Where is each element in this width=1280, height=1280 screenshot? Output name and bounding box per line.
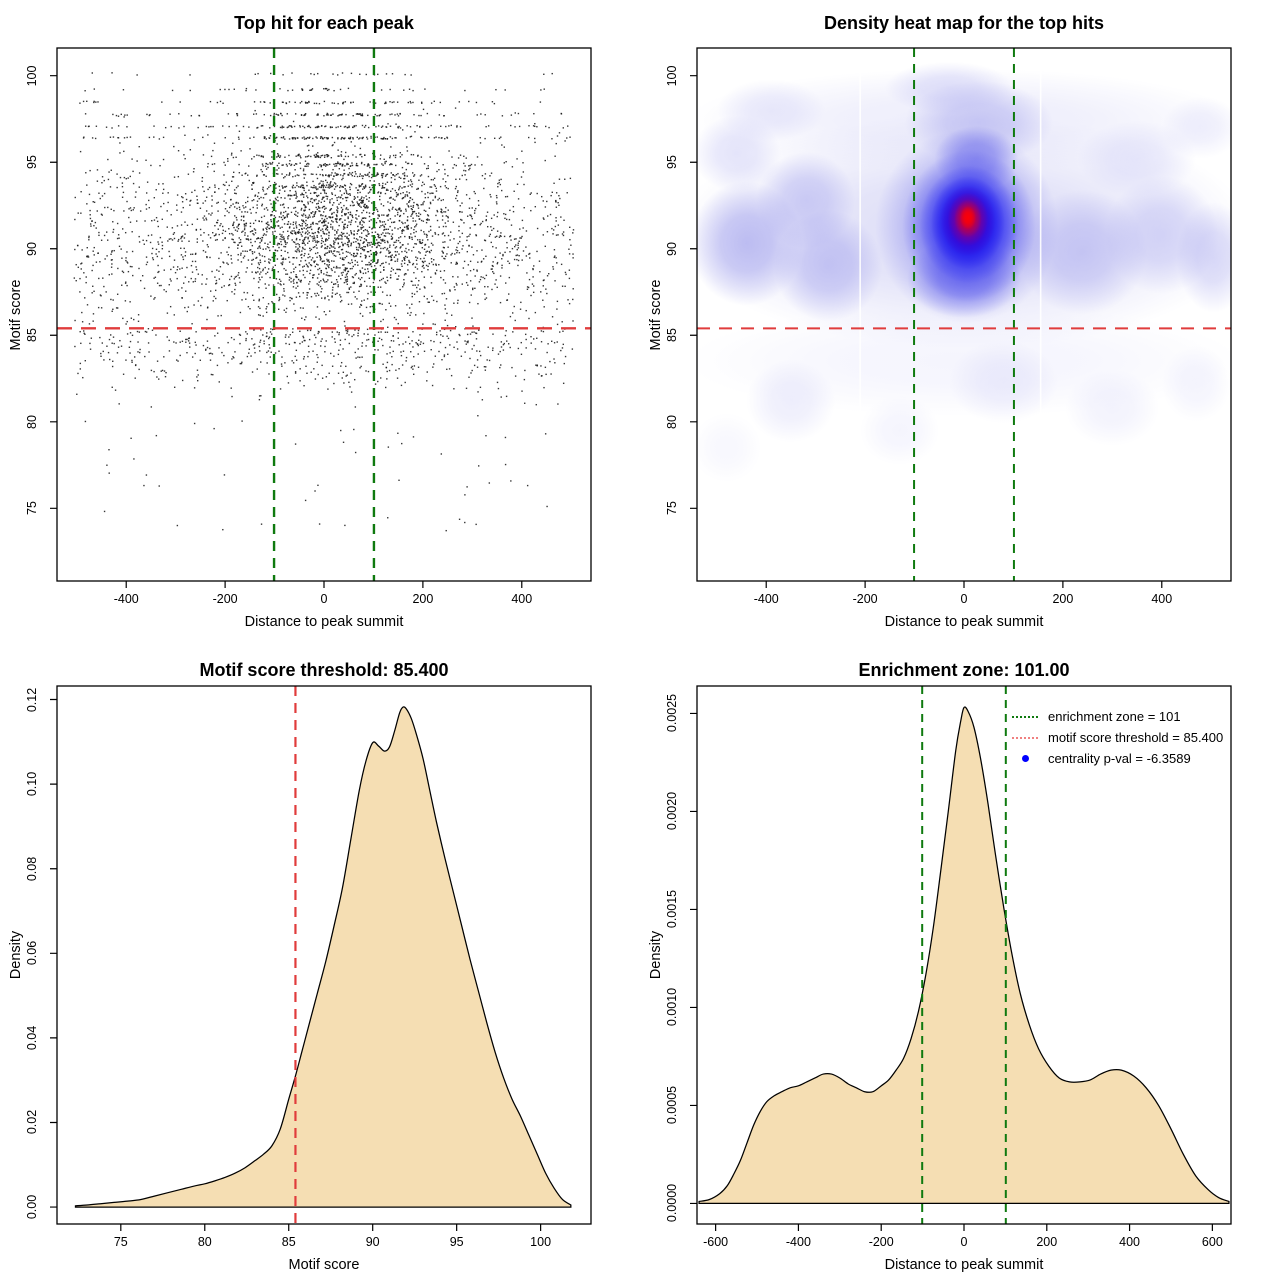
panel-density-heatmap: Density heat map for the top hits Distan…: [640, 0, 1280, 640]
x-tick-label: 200: [1052, 592, 1074, 606]
x-tick-label: -200: [212, 592, 238, 606]
x-axis-title: Distance to peak summit: [884, 614, 1044, 630]
y-tick-label: 100: [25, 65, 39, 87]
y-tick-label: 0.12: [25, 687, 39, 712]
y-tick-label: 0.0010: [665, 988, 679, 1027]
y-tick-label: 0.0025: [665, 694, 679, 733]
y-tick-label: 0.00: [25, 1194, 39, 1220]
y-axis-title: Motif score: [8, 279, 24, 350]
x-tick-label: 200: [1036, 1235, 1058, 1249]
y-tick-label: 100: [665, 65, 679, 87]
panel-title: Enrichment zone: 101.00: [858, 660, 1070, 680]
x-tick-label: -400: [113, 592, 139, 606]
legend-label: centrality p-val = -6.3589: [1048, 751, 1191, 766]
y-tick-label: 0.10: [25, 771, 39, 797]
y-axis-title: Motif score: [648, 279, 664, 350]
y-tick-label: 0.0000: [665, 1184, 679, 1223]
x-axis-title: Distance to peak summit: [244, 614, 404, 630]
y-tick-label: 0.06: [25, 941, 39, 966]
x-tick-label: 100: [530, 1235, 552, 1249]
y-tick-label: 95: [665, 155, 679, 170]
y-tick-label: 75: [665, 501, 679, 516]
x-tick-label: 400: [1151, 592, 1173, 606]
centrality-pval-dot-icon: [1021, 755, 1029, 762]
panel-top-hits-scatter: Top hit for each peak Distance to peak s…: [0, 0, 640, 640]
x-tick-label: -200: [868, 1235, 894, 1249]
legend: enrichment zone = 101 motif score thresh…: [1010, 706, 1223, 769]
x-axis-title: Distance to peak summit: [884, 1257, 1044, 1273]
x-tick-label: 0: [960, 1235, 968, 1249]
x-axis-title: Motif score: [288, 1257, 360, 1273]
y-tick-label: 85: [25, 328, 39, 343]
y-tick-label: 85: [665, 328, 679, 343]
x-tick-label: -400: [753, 592, 779, 606]
distance-density-canvas: [640, 640, 1280, 1280]
x-tick-label: 600: [1201, 1235, 1223, 1249]
y-axis-title: Density: [648, 930, 664, 980]
threshold-dotted-line-icon: [1012, 736, 1038, 739]
x-tick-label: 80: [197, 1235, 212, 1249]
score-density-canvas: [0, 640, 640, 1280]
y-tick-label: 80: [665, 414, 679, 429]
enrichment-zone-dotted-line-icon: [1012, 715, 1038, 718]
legend-label: enrichment zone = 101: [1048, 709, 1181, 724]
legend-item-motif-score-threshold: motif score threshold = 85.400: [1010, 727, 1223, 748]
y-tick-label: 95: [25, 155, 39, 170]
y-tick-label: 0.0015: [665, 890, 679, 929]
x-tick-label: 0: [960, 592, 968, 606]
panel-summit-distance-density: Enrichment zone: 101.00 Distance to peak…: [640, 640, 1280, 1280]
y-tick-label: 0.08: [25, 856, 39, 881]
y-tick-label: 90: [25, 241, 39, 256]
scatter-plot-canvas: [0, 0, 640, 640]
y-tick-label: 80: [25, 414, 39, 429]
x-tick-label: 200: [412, 592, 434, 606]
y-tick-label: 90: [665, 241, 679, 256]
y-tick-label: 0.02: [25, 1110, 39, 1135]
x-tick-label: 85: [281, 1235, 296, 1249]
panel-title: Top hit for each peak: [234, 13, 414, 33]
panel-title: Density heat map for the top hits: [823, 13, 1105, 33]
legend-item-centrality-pval: centrality p-val = -6.3589: [1010, 748, 1223, 769]
panel-title: Motif score threshold: 85.400: [199, 660, 449, 680]
y-tick-label: 0.0020: [665, 792, 679, 831]
x-tick-label: 95: [449, 1235, 464, 1249]
legend-item-enrichment-zone: enrichment zone = 101: [1010, 706, 1223, 727]
x-tick-label: -600: [703, 1235, 729, 1249]
legend-label: motif score threshold = 85.400: [1048, 730, 1224, 745]
x-tick-label: 400: [1119, 1235, 1141, 1249]
panel-motif-score-density: Motif score threshold: 85.400 Motif scor…: [0, 640, 640, 1280]
x-tick-label: 400: [511, 592, 533, 606]
y-tick-label: 0.0005: [665, 1086, 679, 1125]
y-axis-title: Density: [8, 930, 24, 980]
x-tick-label: 0: [320, 592, 328, 606]
x-tick-label: 75: [113, 1235, 128, 1249]
x-tick-label: 90: [365, 1235, 380, 1249]
y-tick-label: 75: [25, 501, 39, 516]
x-tick-label: -200: [852, 592, 878, 606]
x-tick-label: -400: [785, 1235, 811, 1249]
y-tick-label: 0.04: [25, 1025, 39, 1051]
heatmap-canvas: [640, 0, 1280, 640]
